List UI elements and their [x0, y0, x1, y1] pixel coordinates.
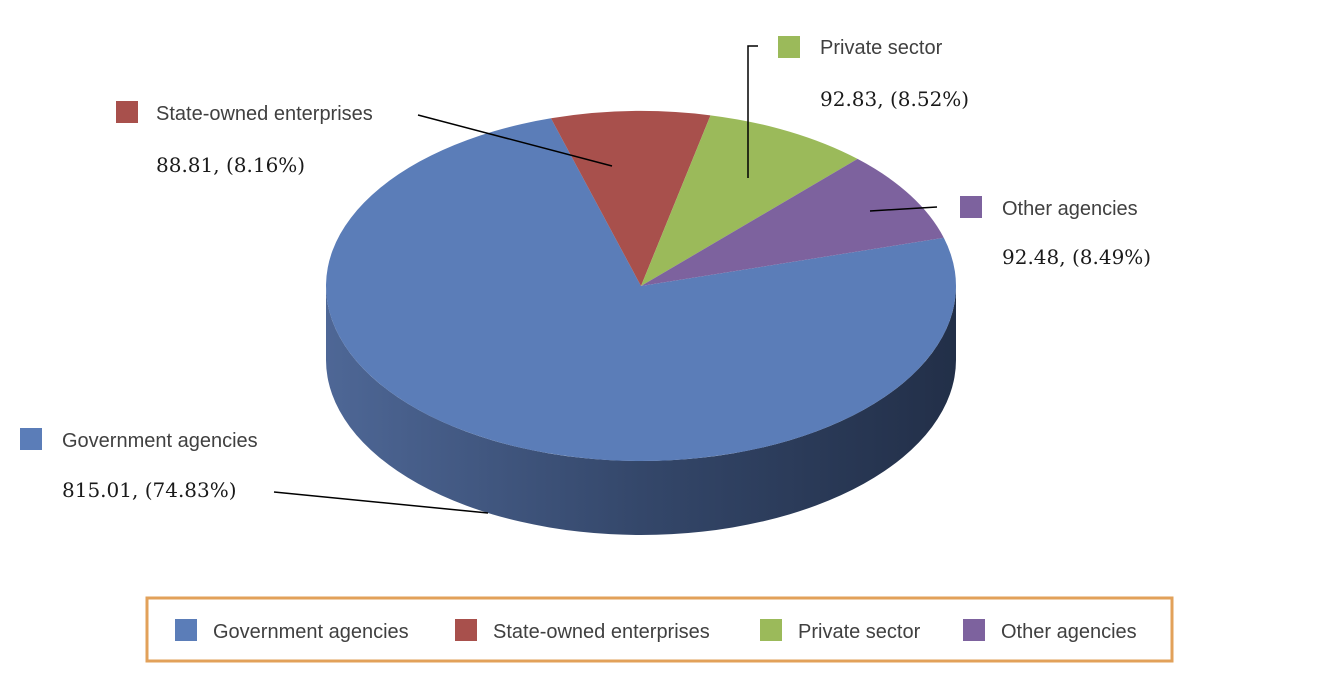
category-label-private-sector: Private sector — [820, 37, 943, 59]
label-swatch-state-owned-enterprises — [116, 101, 138, 123]
label-swatch-private-sector — [778, 36, 800, 58]
legend-swatch-other-agencies — [963, 619, 985, 641]
pie-slice-state-owned-enterprises — [550, 111, 711, 287]
data-label-other-agencies: 92.48, (8.49%) — [1002, 245, 1151, 269]
data-label-private-sector: 92.83, (8.52%) — [820, 87, 969, 111]
label-swatch-government-agencies — [20, 428, 42, 450]
leader-line-private-sector — [747, 45, 758, 178]
data-label-state-owned-enterprises: 88.81, (8.16%) — [156, 153, 305, 177]
legend-swatch-state-owned-enterprises — [455, 619, 477, 641]
legend-label-other-agencies: Other agencies — [1001, 621, 1137, 643]
data-label-government-agencies: 815.01, (74.83%) — [62, 478, 237, 502]
leader-line-state-owned-enterprises — [417, 114, 613, 167]
category-label-other-agencies: Other agencies — [1002, 198, 1138, 220]
legend: Government agencies State-owned enterpris… — [145, 596, 1174, 663]
legend-label-government-agencies: Government agencies — [213, 621, 409, 643]
category-label-state-owned-enterprises: State-owned enterprises — [156, 103, 373, 125]
pie-side-wall — [326, 286, 956, 535]
leader-line-government-agencies — [273, 491, 489, 514]
label-swatch-other-agencies — [960, 196, 982, 218]
leader-line-other-agencies — [869, 206, 938, 212]
legend-label-state-owned-enterprises: State-owned enterprises — [493, 621, 710, 643]
legend-swatch-private-sector — [760, 619, 782, 641]
legend-box — [145, 596, 1174, 663]
pie-slice-other-agencies — [641, 158, 944, 286]
legend-label-private-sector: Private sector — [798, 621, 921, 643]
category-label-government-agencies: Government agencies — [62, 430, 258, 452]
legend-swatch-government-agencies — [175, 619, 197, 641]
pie-slice-private-sector — [641, 115, 858, 286]
pie-slice-government-agencies — [326, 118, 956, 461]
